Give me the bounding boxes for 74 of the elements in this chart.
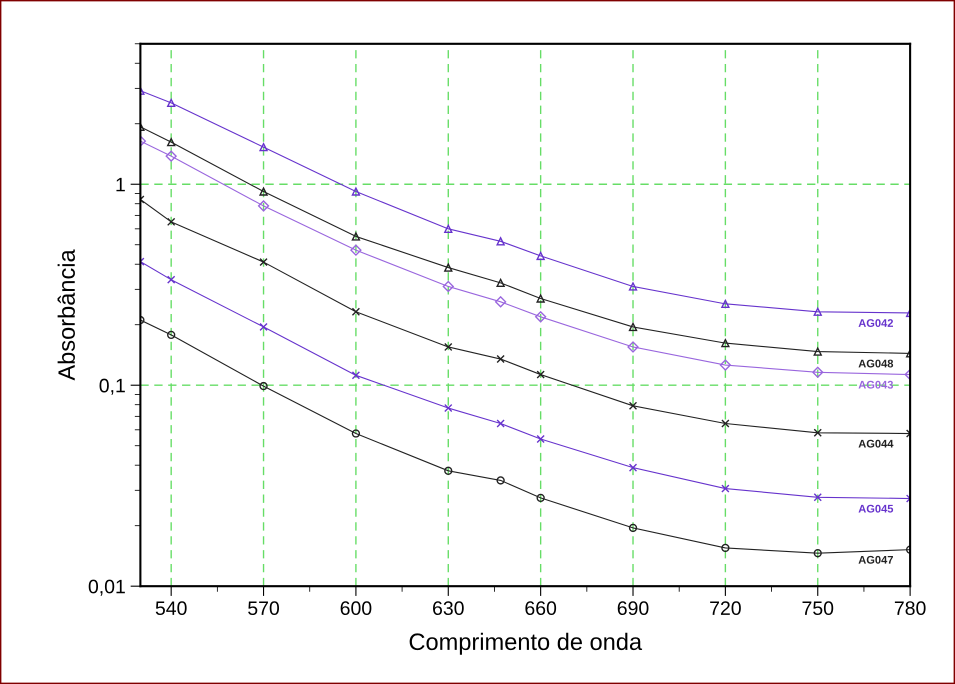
point bbox=[496, 278, 505, 288]
point bbox=[259, 187, 268, 196]
point bbox=[536, 252, 545, 260]
series-label: AG042 bbox=[858, 319, 894, 327]
point bbox=[166, 150, 177, 162]
point bbox=[536, 494, 545, 502]
series-label: AG044 bbox=[858, 440, 894, 448]
point bbox=[721, 419, 730, 428]
point bbox=[444, 224, 452, 233]
point bbox=[167, 276, 176, 284]
point bbox=[167, 98, 176, 108]
point bbox=[721, 338, 730, 348]
point bbox=[444, 342, 452, 352]
point bbox=[536, 370, 545, 379]
point bbox=[259, 322, 268, 332]
point bbox=[496, 354, 505, 364]
series-label: AG043 bbox=[858, 380, 894, 389]
point bbox=[496, 476, 505, 485]
y-axis-title: Absorbância bbox=[58, 249, 75, 381]
point bbox=[352, 232, 360, 241]
point bbox=[444, 263, 452, 272]
point bbox=[814, 428, 822, 437]
point bbox=[496, 237, 505, 246]
point bbox=[627, 341, 639, 353]
point bbox=[496, 419, 505, 428]
x-tick-label: 540 bbox=[156, 601, 187, 616]
point bbox=[814, 308, 822, 316]
y-tick-label: 0,01 bbox=[88, 580, 125, 596]
y-tick-label: 0,1 bbox=[100, 378, 125, 395]
x-tick-label: 720 bbox=[710, 601, 741, 616]
x-tick-label: 690 bbox=[618, 601, 648, 616]
point bbox=[442, 280, 454, 292]
point bbox=[259, 382, 268, 390]
point bbox=[444, 404, 452, 412]
point bbox=[812, 366, 824, 378]
x-tick-label: 570 bbox=[248, 601, 280, 616]
point bbox=[444, 466, 452, 475]
point bbox=[259, 258, 268, 266]
point bbox=[628, 322, 638, 332]
point bbox=[721, 300, 730, 308]
series-label: AG047 bbox=[858, 556, 893, 564]
point bbox=[628, 402, 638, 410]
point bbox=[535, 311, 546, 322]
point bbox=[352, 371, 360, 380]
point bbox=[167, 330, 176, 340]
x-tick-label: 630 bbox=[433, 601, 464, 616]
point bbox=[814, 493, 822, 502]
point bbox=[720, 359, 731, 371]
point bbox=[350, 244, 362, 256]
x-axis-title: Comprimento de onda bbox=[410, 632, 642, 655]
point bbox=[721, 544, 730, 552]
x-tick-label: 780 bbox=[894, 601, 926, 616]
point bbox=[814, 347, 822, 356]
point bbox=[628, 282, 638, 291]
point bbox=[721, 484, 730, 493]
point bbox=[628, 524, 638, 532]
point bbox=[814, 548, 822, 558]
point bbox=[536, 294, 545, 303]
point bbox=[352, 187, 360, 196]
x-tick-label: 750 bbox=[802, 601, 834, 616]
point bbox=[352, 308, 360, 316]
series-label: AG045 bbox=[858, 504, 894, 513]
y-tick-label: 1 bbox=[116, 178, 125, 192]
point bbox=[259, 142, 268, 152]
point bbox=[628, 463, 638, 472]
point bbox=[258, 200, 270, 212]
point bbox=[536, 434, 545, 444]
point bbox=[495, 296, 506, 308]
point bbox=[167, 218, 176, 226]
point bbox=[352, 429, 360, 438]
x-tick-label: 660 bbox=[525, 601, 556, 616]
series-label: AG048 bbox=[858, 360, 894, 368]
x-tick-label: 600 bbox=[340, 601, 372, 616]
point bbox=[167, 138, 176, 146]
